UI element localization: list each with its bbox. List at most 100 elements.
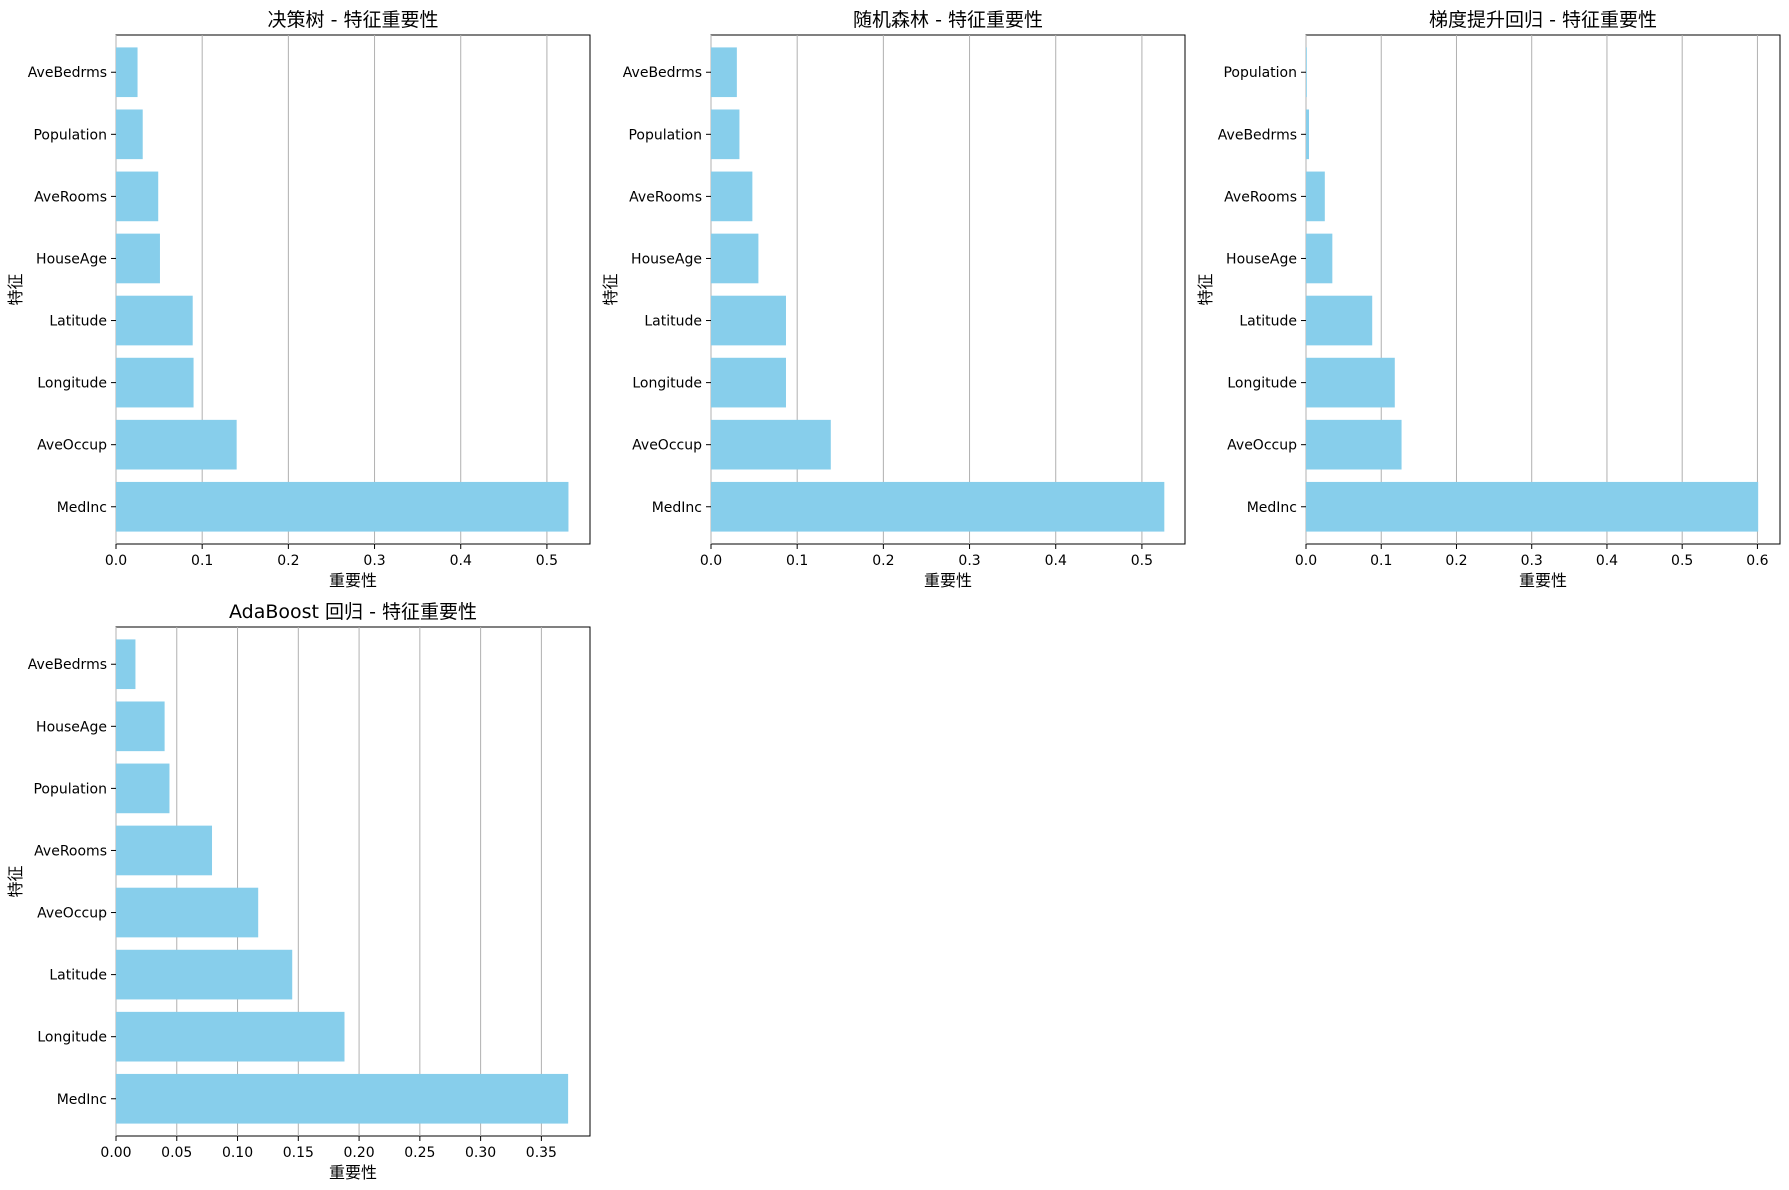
y-tick-label: AveBedrms: [28, 657, 107, 673]
x-tick-label: 0.10: [222, 1145, 253, 1161]
bars: [116, 639, 569, 1124]
y-tick-label: AveRooms: [34, 189, 107, 205]
x-tick-label: 0.1: [786, 553, 808, 569]
y-tick-label: MedInc: [57, 1092, 107, 1108]
x-axis-label: 重要性: [1519, 571, 1567, 590]
bar: [116, 887, 259, 938]
x-tick-label: 0.05: [161, 1145, 192, 1161]
y-tick-label: HouseAge: [1226, 251, 1297, 267]
y-tick-label: Latitude: [644, 314, 702, 330]
y-tick-label: Latitude: [49, 968, 107, 984]
x-tick-label: 0.3: [363, 553, 385, 569]
x-axis-label: 重要性: [329, 1163, 377, 1182]
y-tick-label: AveBedrms: [1218, 127, 1297, 143]
bar: [116, 949, 293, 1000]
panel-adaboost: AveBedrms HouseAge Population AveRooms AveOc…: [6, 601, 591, 1182]
bar: [1306, 481, 1759, 532]
bar: [711, 295, 786, 346]
x-tick-label: 0.4: [450, 553, 472, 569]
y-tick-label: Latitude: [1239, 314, 1297, 330]
bar: [116, 1011, 345, 1062]
bar: [116, 763, 170, 814]
x-tick-label: 0.0: [1295, 553, 1317, 569]
y-tick-label: HouseAge: [631, 251, 702, 267]
bar: [1306, 109, 1310, 160]
y-axis-label: 特征: [601, 273, 620, 305]
x-tick-label: 0.20: [343, 1145, 374, 1161]
bar: [116, 419, 237, 470]
chart-title: 决策树 - 特征重要性: [268, 9, 439, 31]
x-tick-labels: 0.0 0.1 0.2 0.3 0.4 0.5: [700, 544, 1153, 569]
x-tick-label: 0.1: [1370, 553, 1392, 569]
bar: [116, 47, 138, 98]
bar: [711, 419, 831, 470]
y-tick-label: AveOccup: [37, 438, 107, 454]
bar: [1306, 295, 1373, 346]
y-tick-label: Longitude: [632, 376, 702, 392]
y-axis-label: 特征: [1196, 273, 1215, 305]
y-tick-labels: AveBedrms Population AveRooms HouseAge Latit…: [623, 65, 711, 516]
x-axis-label: 重要性: [329, 571, 377, 590]
x-tick-label: 0.2: [872, 553, 894, 569]
y-tick-label: HouseAge: [36, 251, 107, 267]
x-tick-labels: 0.0 0.1 0.2 0.3 0.4 0.5 0.6: [1295, 544, 1769, 569]
x-tick-label: 0.2: [1445, 553, 1467, 569]
y-tick-label: AveOccup: [632, 438, 702, 454]
bars: [711, 47, 1165, 532]
y-tick-label: Longitude: [37, 1030, 107, 1046]
x-tick-label: 0.0: [700, 553, 722, 569]
bar: [116, 1073, 569, 1124]
y-tick-label: Longitude: [1227, 376, 1297, 392]
chart-title: 随机森林 - 特征重要性: [853, 9, 1043, 31]
x-tick-label: 0.5: [1671, 553, 1693, 569]
y-axis-label: 特征: [6, 273, 25, 305]
bar: [711, 357, 786, 408]
x-axis-label: 重要性: [924, 571, 972, 590]
chart-title: 梯度提升回归 - 特征重要性: [1429, 9, 1657, 31]
bar: [711, 171, 753, 222]
bar: [1306, 171, 1325, 222]
y-tick-labels: AveBedrms HouseAge Population AveRooms AveOc…: [28, 657, 116, 1108]
bar: [116, 701, 165, 752]
chart-title: AdaBoost 回归 - 特征重要性: [229, 601, 477, 623]
bar: [1306, 357, 1395, 408]
y-tick-label: Latitude: [49, 314, 107, 330]
x-tick-label: 0.5: [536, 553, 558, 569]
bar: [116, 233, 160, 284]
y-tick-label: AveRooms: [1224, 189, 1297, 205]
y-tick-label: MedInc: [1247, 500, 1297, 516]
y-axis-label: 特征: [6, 865, 25, 897]
bars: [116, 47, 569, 532]
x-tick-labels: 0.0 0.1 0.2 0.3 0.4 0.5: [105, 544, 558, 569]
y-tick-labels: AveBedrms Population AveRooms HouseAge Latit…: [28, 65, 116, 516]
x-tick-label: 0.4: [1596, 553, 1618, 569]
x-tick-label: 0.35: [526, 1145, 557, 1161]
y-tick-labels: Population AveBedrms AveRooms HouseAge Latit…: [1218, 65, 1306, 516]
x-tick-label: 0.6: [1746, 553, 1768, 569]
bar: [711, 109, 740, 160]
y-tick-label: AveOccup: [37, 906, 107, 922]
x-tick-label: 0.3: [958, 553, 980, 569]
bar: [1306, 233, 1333, 284]
bar: [711, 47, 737, 98]
bar: [711, 481, 1165, 532]
y-tick-label: AveBedrms: [28, 65, 107, 81]
bars: [1306, 47, 1759, 532]
panel-decision-tree: AveBedrms Population AveRooms HouseAge Latit…: [6, 9, 591, 590]
y-tick-label: AveRooms: [629, 189, 702, 205]
y-tick-label: MedInc: [57, 500, 107, 516]
x-tick-label: 0.2: [277, 553, 299, 569]
bar: [116, 825, 213, 876]
x-tick-label: 0.25: [404, 1145, 435, 1161]
x-tick-label: 0.1: [191, 553, 213, 569]
x-tick-label: 0.0: [105, 553, 127, 569]
y-tick-label: Longitude: [37, 376, 107, 392]
y-tick-label: HouseAge: [36, 719, 107, 735]
bar: [116, 171, 159, 222]
bar: [116, 109, 143, 160]
x-tick-label: 0.00: [100, 1145, 131, 1161]
bar: [116, 295, 193, 346]
x-tick-label: 0.30: [465, 1145, 496, 1161]
y-tick-label: Population: [33, 781, 107, 797]
